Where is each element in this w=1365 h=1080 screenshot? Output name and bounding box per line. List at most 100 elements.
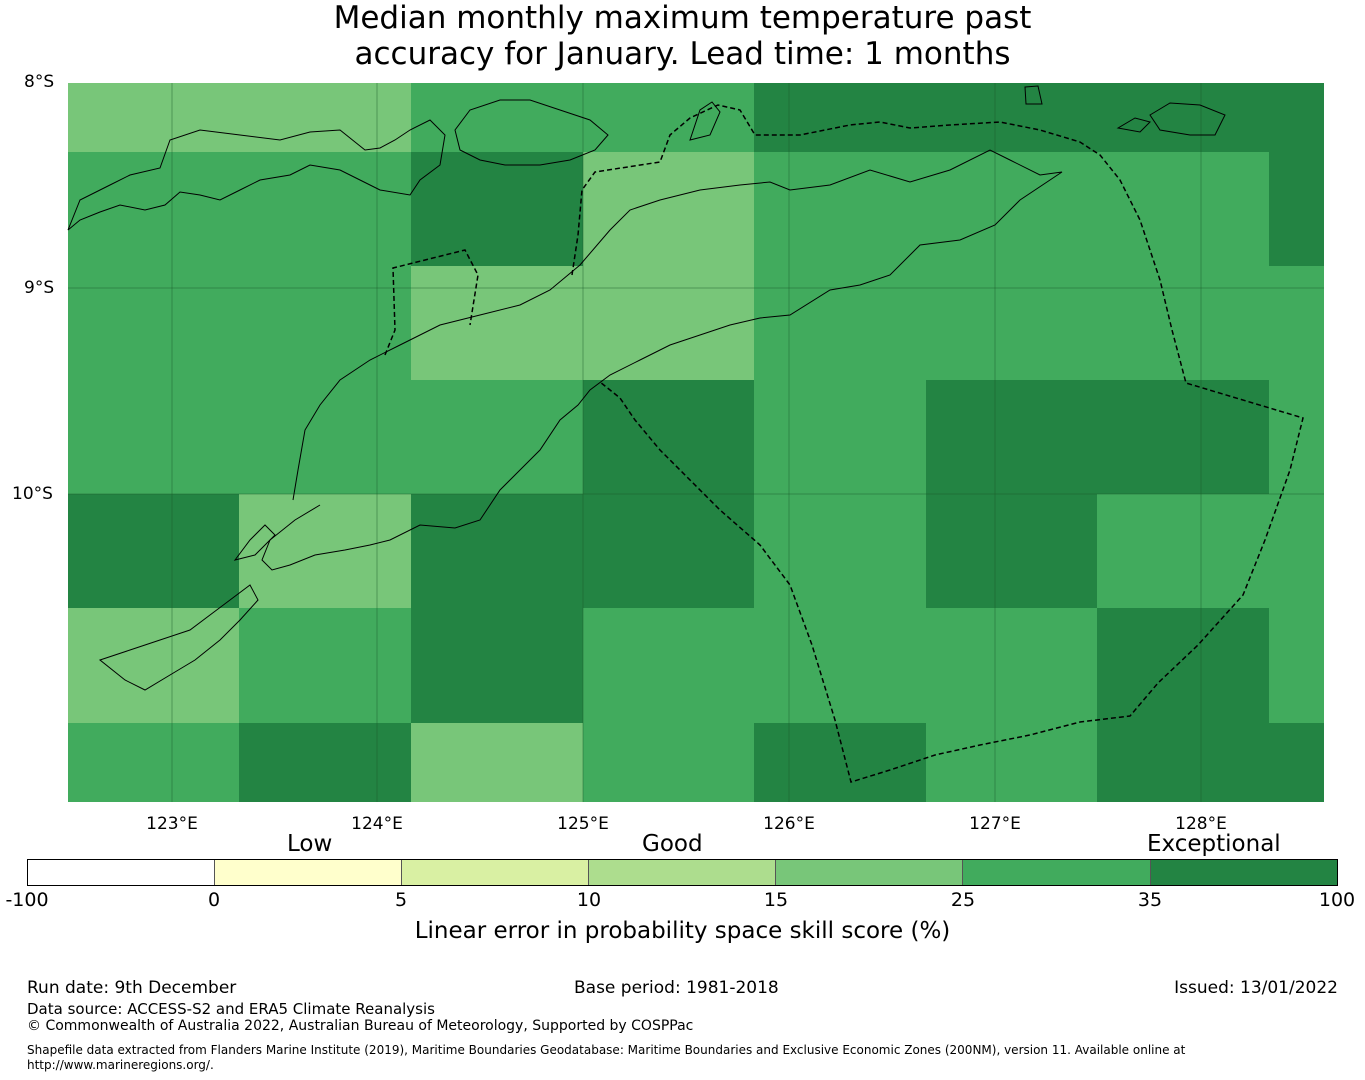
grid-cell <box>68 494 239 608</box>
colorbar-tick: 25 <box>950 889 976 911</box>
grid-cell <box>1097 494 1269 608</box>
grid-cell <box>1269 380 1324 494</box>
grid-cell <box>1269 266 1324 380</box>
colorbar-tick: 100 <box>1318 889 1356 911</box>
lon-label-123e: 123°E <box>146 814 198 834</box>
grid-cell <box>754 723 926 802</box>
colorbar-segment-3 <box>402 860 589 885</box>
grid-cell <box>239 266 411 380</box>
grid-cell <box>1097 83 1269 152</box>
lat-label-9s: 9°S <box>24 278 55 298</box>
grid-cell <box>411 723 583 802</box>
islet-coastline <box>1024 85 1043 105</box>
grid-cell <box>926 494 1097 608</box>
grid-cell <box>1097 152 1269 266</box>
grid-cell <box>239 608 411 723</box>
lon-label-126e: 126°E <box>763 814 815 834</box>
grid-cell <box>583 152 754 266</box>
grid-cell <box>239 83 411 152</box>
grid-cell <box>1269 723 1324 802</box>
grid-cell <box>754 266 926 380</box>
atauro-coastline <box>689 101 721 141</box>
grid-cell <box>411 266 583 380</box>
copyright: © Commonwealth of Australia 2022, Austra… <box>27 1018 694 1034</box>
lat-label-10s: 10°S <box>12 484 53 504</box>
alor-coastline <box>67 119 446 231</box>
grid-cell <box>583 723 754 802</box>
grid-cell <box>754 494 926 608</box>
colorbar-title: Linear error in probability space skill … <box>414 918 951 944</box>
grid-cell <box>926 608 1097 723</box>
colorbar-segment-4 <box>589 860 776 885</box>
grid-cell <box>68 608 239 723</box>
grid-cell <box>411 494 583 608</box>
run-date: Run date: 9th December <box>27 978 237 998</box>
grid-cell <box>926 266 1097 380</box>
grid-cell <box>926 380 1097 494</box>
shapefile-credit-line2: http://www.marineregions.org/. <box>27 1058 214 1072</box>
grid-cell <box>583 380 754 494</box>
grid-cell <box>68 380 239 494</box>
grid-cell <box>239 380 411 494</box>
colorbar <box>27 859 1338 886</box>
lon-label-127e: 127°E <box>969 814 1021 834</box>
grid-cell <box>411 380 583 494</box>
grid-cell <box>1097 723 1269 802</box>
grid-cell <box>1097 608 1269 723</box>
lon-label-128e: 128°E <box>1175 814 1227 834</box>
map-title-line2: accuracy for January. Lead time: 1 month… <box>354 36 1011 72</box>
colorbar-tick: 15 <box>763 889 789 911</box>
colorbar-tick: 10 <box>576 889 602 911</box>
colorbar-tick: 5 <box>394 889 408 911</box>
shapefile-credit-line1: Shapefile data extracted from Flanders M… <box>27 1043 1186 1057</box>
grid-cell <box>754 380 926 494</box>
map-title-line1: Median monthly maximum temperature past <box>333 0 1032 36</box>
lon-label-125e: 125°E <box>557 814 609 834</box>
skill-map <box>67 83 1324 802</box>
colorbar-tick: 35 <box>1137 889 1163 911</box>
category-low: Low <box>287 831 333 857</box>
colorbar-segment-7 <box>1151 860 1337 885</box>
grid-cell <box>68 266 239 380</box>
grid-cell <box>68 152 239 266</box>
colorbar-segment-6 <box>963 860 1151 885</box>
grid-cell <box>239 494 411 608</box>
colorbar-segment-1 <box>28 860 215 885</box>
ndana-coastline <box>98 584 259 691</box>
grid-cell <box>1269 152 1324 266</box>
coastlines <box>67 85 1226 691</box>
grid-cell <box>926 83 1097 152</box>
leti-coastline <box>1116 117 1151 133</box>
category-good: Good <box>642 831 703 857</box>
maritime-boundaries <box>384 104 1304 783</box>
grid-cell <box>68 723 239 802</box>
grid-cell <box>68 83 239 152</box>
grid-cell <box>1269 608 1324 723</box>
eez-boundary-oecusse <box>571 104 1304 783</box>
grid-cell <box>1097 380 1269 494</box>
graticule <box>68 83 1324 802</box>
colorbar-segment-5 <box>776 860 963 885</box>
issued-date: Issued: 13/01/2022 <box>1174 978 1338 998</box>
wetar-coastline <box>454 99 609 166</box>
grid-cell <box>1269 83 1324 152</box>
grid-cell <box>754 152 926 266</box>
base-period: Base period: 1981-2018 <box>574 978 779 998</box>
grid-cell <box>411 83 583 152</box>
grid-cell <box>583 494 754 608</box>
lon-label-124e: 124°E <box>351 814 403 834</box>
grid-cell <box>754 83 926 152</box>
skill-grid <box>68 83 1324 802</box>
grid-cell <box>754 608 926 723</box>
colorbar-tick: -100 <box>5 889 49 911</box>
grid-cell <box>411 152 583 266</box>
rote-coastline <box>233 524 276 561</box>
grid-cell <box>239 152 411 266</box>
colorbar-tick: 0 <box>207 889 221 911</box>
timor-coastline <box>261 149 1063 571</box>
grid-cell <box>583 83 754 152</box>
category-exceptional: Exceptional <box>1147 831 1281 857</box>
grid-cell <box>239 723 411 802</box>
grid-cell <box>926 723 1097 802</box>
grid-cell <box>411 608 583 723</box>
